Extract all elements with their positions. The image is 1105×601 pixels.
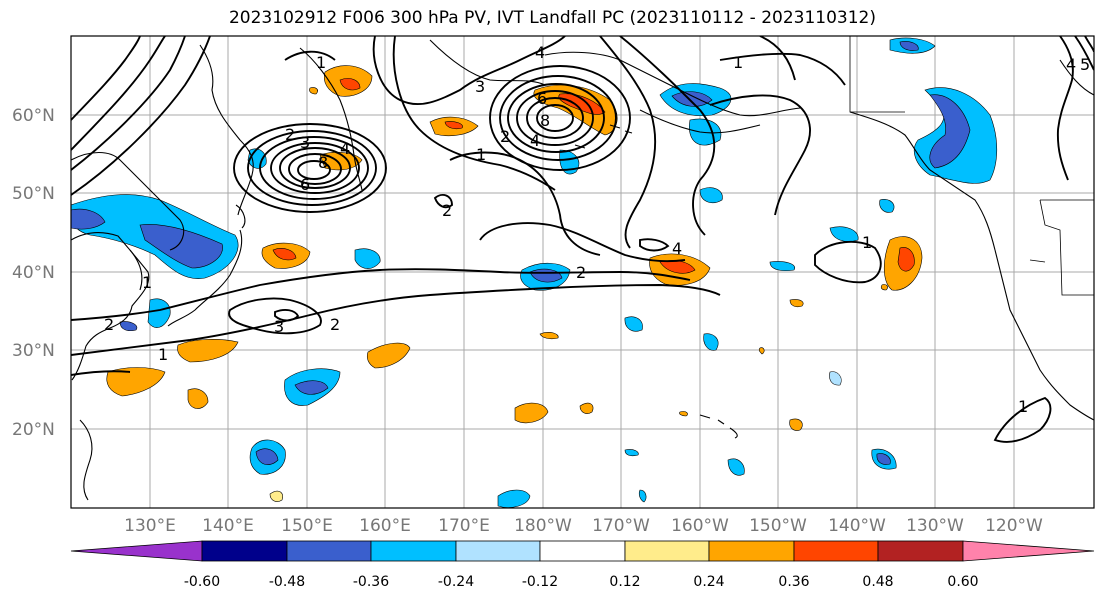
lon-label: 180°W <box>514 516 572 536</box>
latitude-axis: 60°N 50°N 40°N 30°N 20°N <box>12 106 55 440</box>
pv-label: 5 <box>1080 55 1090 74</box>
lon-label: 120°W <box>985 516 1043 536</box>
pv-label: 8 <box>540 111 550 130</box>
lon-label: 170°W <box>592 516 650 536</box>
map-title: 2023102912 F006 300 hPa PV, IVT Landfall… <box>228 8 876 28</box>
map-border <box>70 35 1095 509</box>
pv-cyclone-central <box>489 65 631 171</box>
colorbar-segment <box>624 540 710 562</box>
pv-label: 6 <box>537 89 547 108</box>
pv-contour-labels: 1 2 3 4 6 8 4 3 2 6 8 4 1 2 3 2 1 2 2 1 … <box>104 43 1090 416</box>
colorbar-tick-label: -0.24 <box>438 574 474 590</box>
lon-label: 170°E <box>438 516 490 536</box>
colorbar-segment <box>70 540 203 562</box>
pv-label: 1 <box>158 345 168 364</box>
political-borders <box>849 36 1094 296</box>
lon-label: 140°E <box>202 516 254 536</box>
pv-label: 3 <box>300 133 310 152</box>
pv-label: 1 <box>142 273 152 292</box>
colorbar-tick-label: 0.36 <box>778 574 809 590</box>
pv-label: 2 <box>500 127 510 146</box>
colorbar-tick-label: -0.48 <box>269 574 305 590</box>
pv-label: 3 <box>274 317 284 336</box>
pv-label: 1 <box>733 53 743 72</box>
colorbar-ticks: -0.60 -0.48 -0.36 -0.24 -0.12 0.12 0.24 … <box>184 574 979 590</box>
lon-label: 130°W <box>906 516 964 536</box>
pv-contours <box>71 36 1094 443</box>
pv-label: 4 <box>340 139 350 158</box>
lat-label: 60°N <box>12 106 55 126</box>
shade-neg-japan-west <box>71 208 106 230</box>
lat-label: 50°N <box>12 184 55 204</box>
pv-label: 3 <box>475 77 485 96</box>
colorbar-segment <box>877 540 964 562</box>
coastlines <box>71 39 1094 501</box>
pv-label: 4 <box>1066 55 1076 74</box>
shade-neg-japan-core <box>139 224 223 269</box>
pv-label: 4 <box>535 43 545 62</box>
lon-label: 160°E <box>359 516 411 536</box>
colorbar-segment <box>286 540 372 562</box>
pv-label: 2 <box>442 201 452 220</box>
pv-contour-2 <box>71 268 691 321</box>
colorbar-tick-label: 0.48 <box>862 574 893 590</box>
colorbar-tick-label: -0.12 <box>522 574 558 590</box>
pv-contour-1 <box>71 284 721 356</box>
lat-label: 40°N <box>12 263 55 283</box>
pv-label: 6 <box>300 175 310 194</box>
lon-label: 150°E <box>281 516 333 536</box>
pv-label: 8 <box>318 153 328 172</box>
colorbar <box>70 540 1095 562</box>
pv-label: 1 <box>1018 397 1028 416</box>
colorbar-tick-label: 0.60 <box>947 574 978 590</box>
colorbar-tick-label: 0.12 <box>609 574 640 590</box>
pv-label: 2 <box>104 315 114 334</box>
colorbar-tick-label: -0.36 <box>353 574 389 590</box>
pv-label: 2 <box>576 263 586 282</box>
lat-label: 20°N <box>12 420 55 440</box>
lat-label: 30°N <box>12 341 55 361</box>
colorbar-segment <box>793 540 879 562</box>
pv-cyclone-west <box>233 123 387 213</box>
colorbar-segment <box>962 540 1095 562</box>
colorbar-segment <box>455 540 541 562</box>
pv-label: 2 <box>285 125 295 144</box>
pv-label: 4 <box>530 131 540 150</box>
pv-label: 1 <box>316 53 326 72</box>
lon-label: 150°W <box>749 516 807 536</box>
pv-label: 2 <box>330 315 340 334</box>
colorbar-tick-label: 0.24 <box>693 574 724 590</box>
colorbar-segment <box>539 540 626 562</box>
pv-label: 1 <box>862 233 872 252</box>
colorbar-segment <box>708 540 795 562</box>
colorbar-segment <box>201 540 288 562</box>
pv-label: 4 <box>672 239 682 258</box>
longitude-axis: 130°E 140°E 150°E 160°E 170°E 180°W 170°… <box>124 516 1043 536</box>
lon-label: 160°W <box>671 516 729 536</box>
colorbar-segment <box>370 540 457 562</box>
pv-label: 1 <box>476 145 486 164</box>
lon-label: 130°E <box>124 516 176 536</box>
lon-label: 140°W <box>828 516 886 536</box>
colorbar-tick-label: -0.60 <box>184 574 220 590</box>
